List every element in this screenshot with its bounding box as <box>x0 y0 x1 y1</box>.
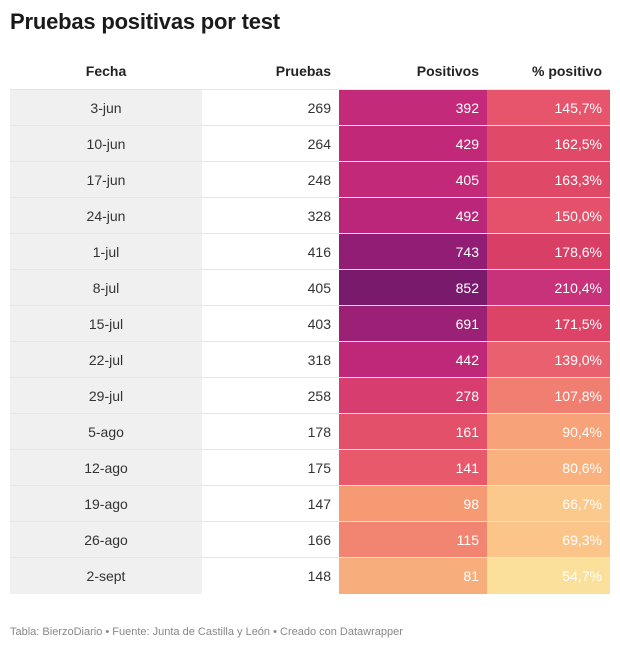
table-row: 19-ago 147 98 66,7% <box>10 485 610 522</box>
table-row: 2-sept 148 81 54,7% <box>10 557 610 594</box>
cell-pruebas: 264 <box>202 125 339 162</box>
cell-positivos: 278 <box>339 377 487 414</box>
cell-positivos: 492 <box>339 197 487 234</box>
cell-pct-positivo: 66,7% <box>487 485 610 522</box>
cell-fecha: 29-jul <box>10 377 202 414</box>
cell-pruebas: 258 <box>202 377 339 414</box>
cell-pct-positivo: 163,3% <box>487 161 610 198</box>
cell-pct-positivo: 210,4% <box>487 269 610 306</box>
cell-pct-positivo: 90,4% <box>487 413 610 450</box>
cell-positivos: 141 <box>339 449 487 486</box>
table-row: 12-ago 175 141 80,6% <box>10 449 610 486</box>
column-header-pruebas[interactable]: Pruebas <box>275 63 331 79</box>
table-row: 1-jul 416 743 178,6% <box>10 233 610 270</box>
cell-positivos: 81 <box>339 557 487 594</box>
cell-fecha: 24-jun <box>10 197 202 234</box>
cell-pruebas: 405 <box>202 269 339 306</box>
cell-pruebas: 178 <box>202 413 339 450</box>
cell-pruebas: 403 <box>202 305 339 342</box>
cell-pruebas: 248 <box>202 161 339 198</box>
cell-pct-positivo: 54,7% <box>487 557 610 594</box>
cell-fecha: 12-ago <box>10 449 202 486</box>
cell-pct-positivo: 139,0% <box>487 341 610 378</box>
cell-fecha: 19-ago <box>10 485 202 522</box>
cell-positivos: 405 <box>339 161 487 198</box>
table-row: 26-ago 166 115 69,3% <box>10 521 610 558</box>
cell-fecha: 22-jul <box>10 341 202 378</box>
cell-pct-positivo: 162,5% <box>487 125 610 162</box>
cell-positivos: 429 <box>339 125 487 162</box>
table-row: 5-ago 178 161 90,4% <box>10 413 610 450</box>
cell-fecha: 1-jul <box>10 233 202 270</box>
cell-fecha: 26-ago <box>10 521 202 558</box>
cell-positivos: 98 <box>339 485 487 522</box>
cell-pct-positivo: 69,3% <box>487 521 610 558</box>
cell-pruebas: 147 <box>202 485 339 522</box>
cell-pct-positivo: 178,6% <box>487 233 610 270</box>
cell-positivos: 161 <box>339 413 487 450</box>
cell-positivos: 852 <box>339 269 487 306</box>
cell-fecha: 17-jun <box>10 161 202 198</box>
table-row: 8-jul 405 852 210,4% <box>10 269 610 306</box>
cell-fecha: 10-jun <box>10 125 202 162</box>
column-header-pct-positivo[interactable]: % positivo <box>531 63 602 79</box>
cell-pruebas: 269 <box>202 89 339 126</box>
table-body: 3-jun 269 392 145,7% 10-jun 264 429 162,5% 17-ju… <box>10 89 610 594</box>
table-row: 24-jun 328 492 150,0% <box>10 197 610 234</box>
cell-pct-positivo: 171,5% <box>487 305 610 342</box>
table-row: 17-jun 248 405 163,3% <box>10 161 610 198</box>
cell-pruebas: 328 <box>202 197 339 234</box>
cell-positivos: 691 <box>339 305 487 342</box>
cell-pct-positivo: 80,6% <box>487 449 610 486</box>
cell-fecha: 3-jun <box>10 89 202 126</box>
table-row: 3-jun 269 392 145,7% <box>10 89 610 126</box>
cell-fecha: 5-ago <box>10 413 202 450</box>
cell-pruebas: 318 <box>202 341 339 378</box>
cell-fecha: 2-sept <box>10 557 202 594</box>
cell-pruebas: 148 <box>202 557 339 594</box>
column-header-fecha[interactable]: Fecha <box>85 63 127 79</box>
table-row: 15-jul 403 691 171,5% <box>10 305 610 342</box>
cell-positivos: 392 <box>339 89 487 126</box>
cell-pruebas: 416 <box>202 233 339 270</box>
footer-credits: Tabla: BierzoDiario • Fuente: Junta de C… <box>10 626 403 638</box>
column-header-positivos[interactable]: Positivos <box>416 63 479 79</box>
cell-positivos: 115 <box>339 521 487 558</box>
cell-fecha: 15-jul <box>10 305 202 342</box>
table-row: 22-jul 318 442 139,0% <box>10 341 610 378</box>
cell-pruebas: 175 <box>202 449 339 486</box>
page-title: Pruebas positivas por test <box>10 9 280 34</box>
table-row: 10-jun 264 429 162,5% <box>10 125 610 162</box>
cell-pct-positivo: 145,7% <box>487 89 610 126</box>
cell-positivos: 743 <box>339 233 487 270</box>
header-row: Fecha Pruebas Positivos % positivo <box>10 53 610 90</box>
cell-fecha: 8-jul <box>10 269 202 306</box>
table-row: 29-jul 258 278 107,8% <box>10 377 610 414</box>
cell-pruebas: 166 <box>202 521 339 558</box>
cell-pct-positivo: 150,0% <box>487 197 610 234</box>
cell-positivos: 442 <box>339 341 487 378</box>
cell-pct-positivo: 107,8% <box>487 377 610 414</box>
data-table: Fecha Pruebas Positivos % positivo 3-jun… <box>10 53 610 594</box>
